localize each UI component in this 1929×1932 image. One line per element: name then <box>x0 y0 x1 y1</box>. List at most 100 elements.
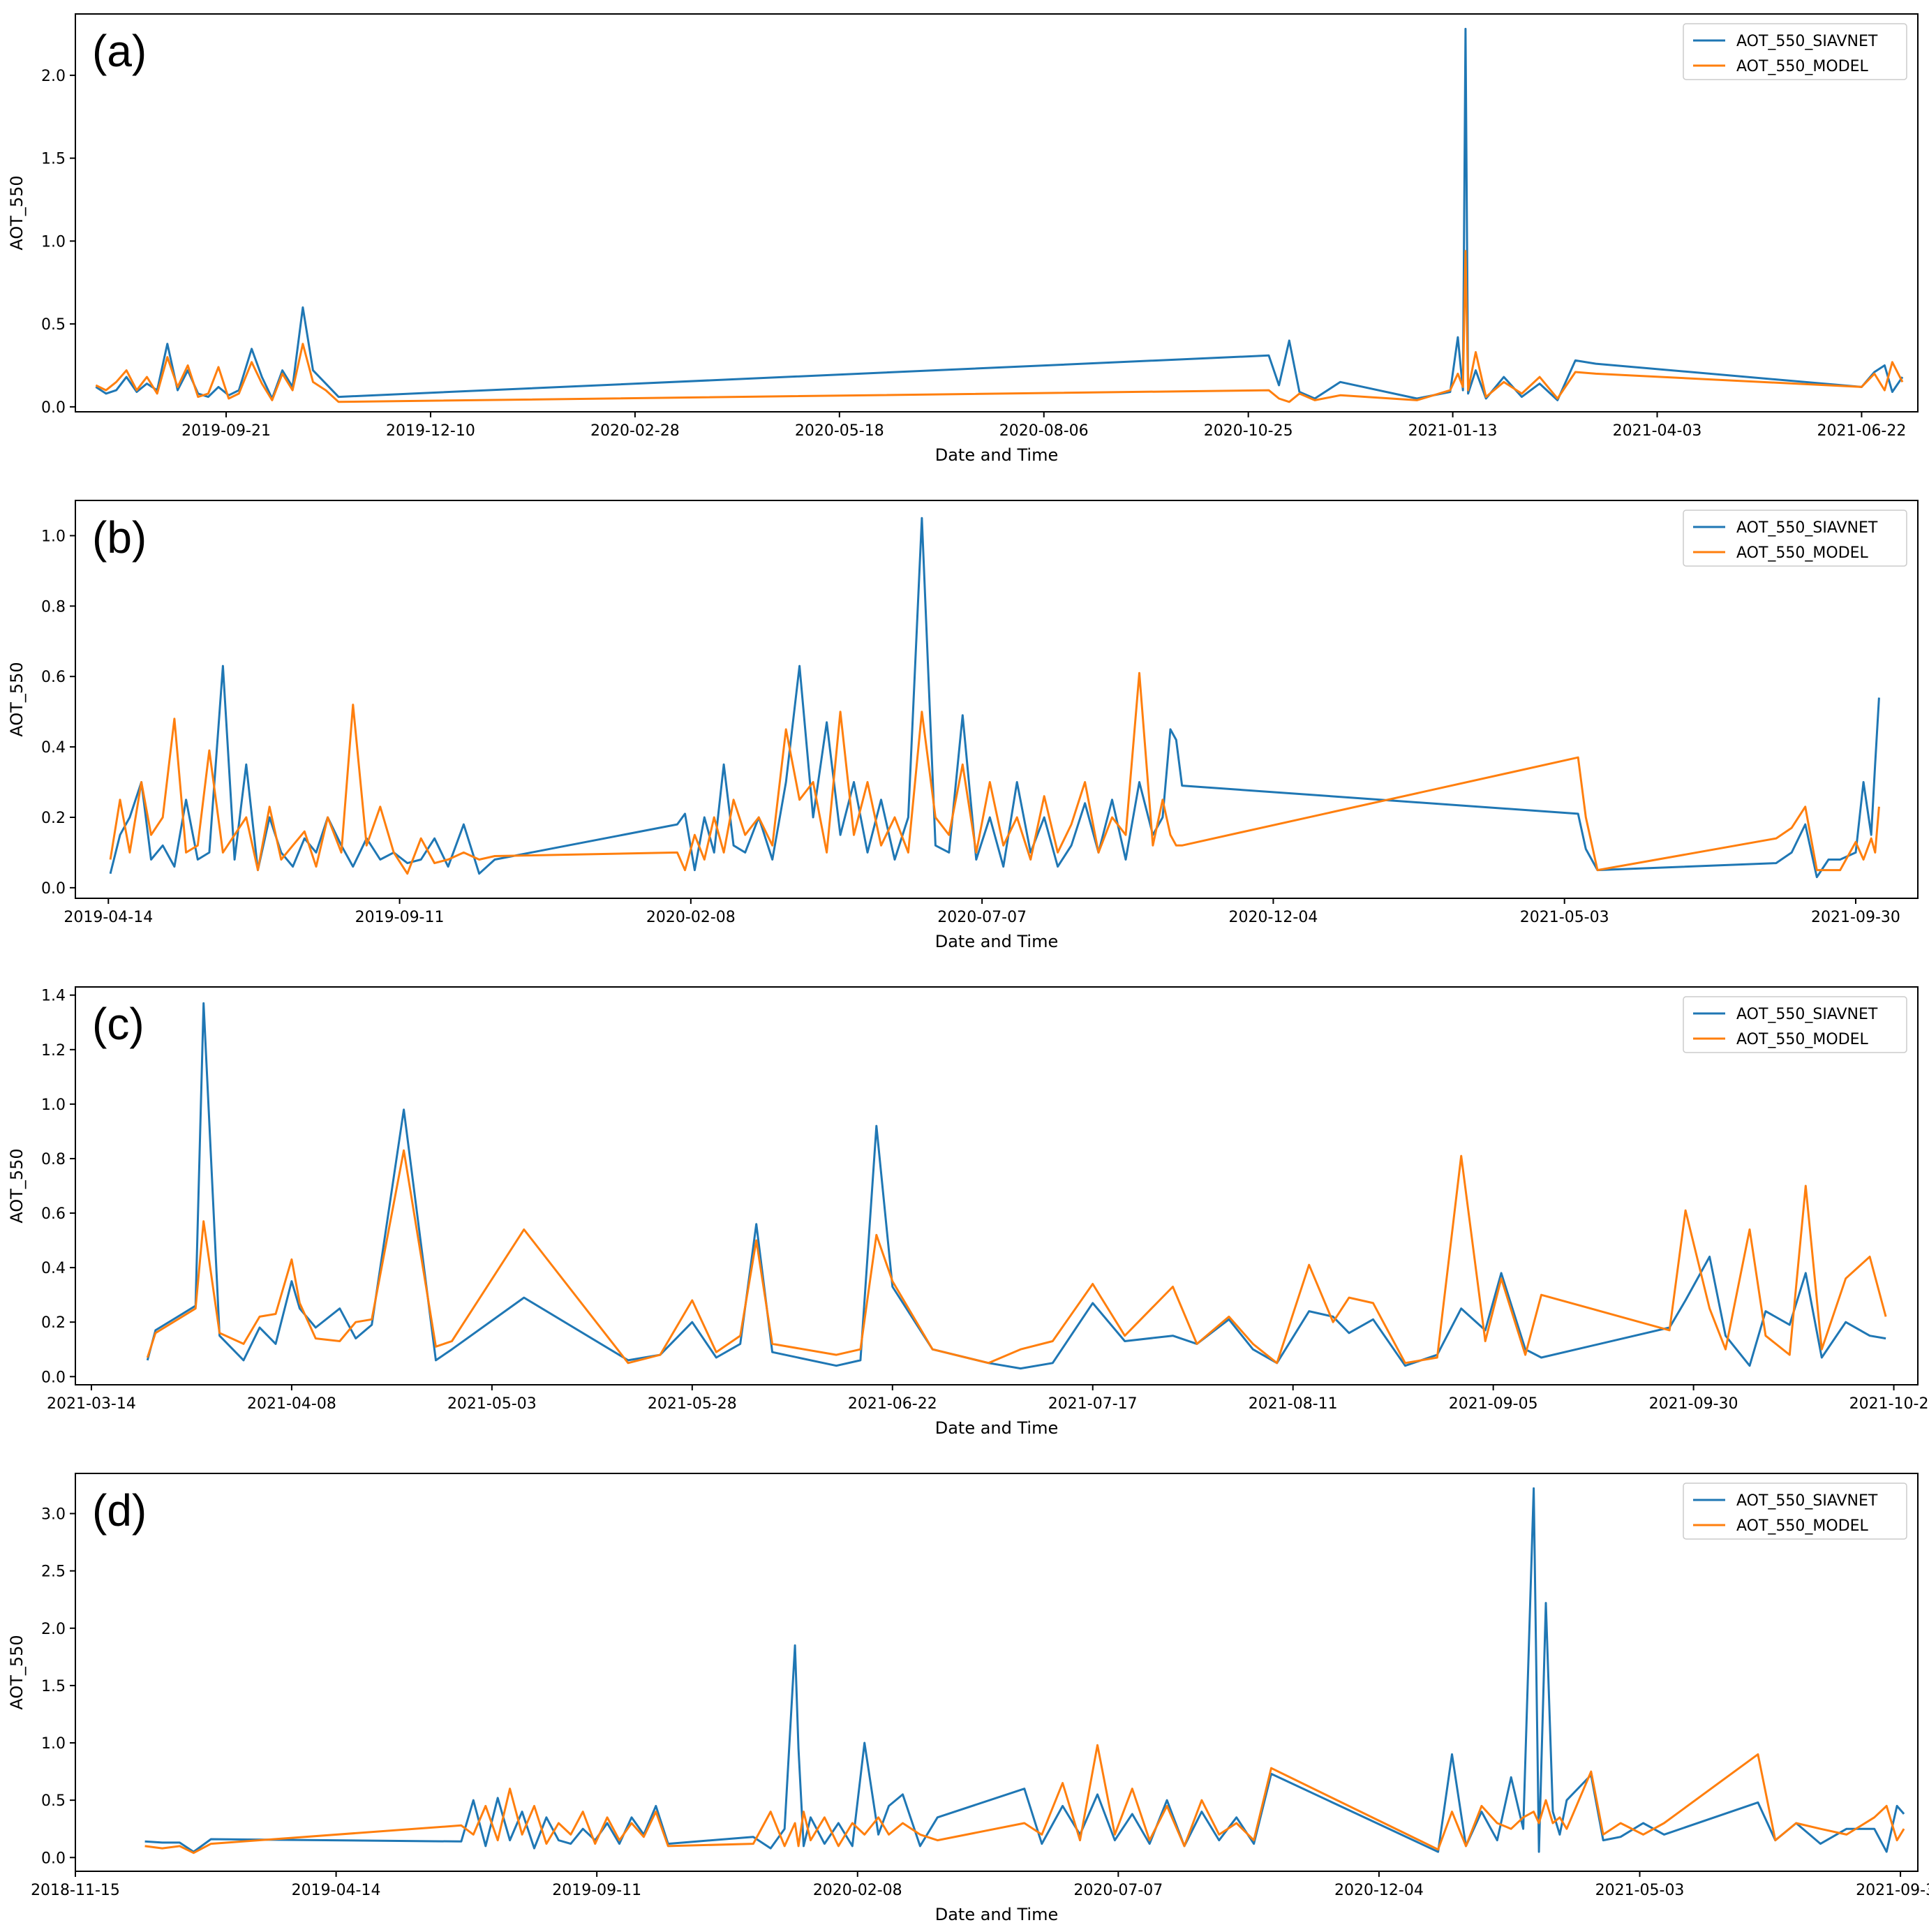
x-tick-label: 2020-02-08 <box>813 1882 902 1899</box>
y-tick-label: 0.0 <box>41 1850 66 1867</box>
legend-box <box>1683 23 1907 80</box>
y-tick-label: 1.4 <box>41 988 66 1005</box>
y-tick-label: 0.0 <box>41 880 66 898</box>
x-tick-label: 2021-01-13 <box>1408 422 1498 440</box>
y-tick-label: 1.0 <box>41 1735 66 1753</box>
series-line-model-a <box>95 250 1904 403</box>
y-tick-label: 0.2 <box>41 1314 66 1332</box>
panel-c: 2021-03-14 2021-04-08 2021-05-03 2021-05-28… <box>7 986 1929 1438</box>
x-tick-label: 2019-09-11 <box>552 1882 641 1899</box>
x-tick-label: 2020-02-28 <box>590 422 680 440</box>
legend-c: AOT_550_SIAVNET AOT_550_MODEL <box>1683 996 1907 1053</box>
x-tick-label: 2021-09-30 <box>1811 909 1900 926</box>
y-tick-label: 2.0 <box>41 1621 66 1638</box>
series-line-model-b <box>109 671 1880 875</box>
y-axis-label: AOT_550 <box>7 175 27 250</box>
legend-label-model: AOT_550_MODEL <box>1736 1031 1869 1048</box>
y-tick-label: 0.5 <box>41 316 66 334</box>
x-tick-label: 2021-05-03 <box>1520 909 1609 926</box>
x-tick-label: 2021-04-08 <box>247 1395 336 1413</box>
y-tick-label: 1.0 <box>41 1097 66 1114</box>
y-tick-label: 0.8 <box>41 598 66 616</box>
y-axis-label: AOT_550 <box>7 662 27 736</box>
x-axis-label: Date and Time <box>935 932 1059 951</box>
series-line-siavnet-a <box>95 27 1904 401</box>
x-tick-label: 2020-05-18 <box>795 422 884 440</box>
y-tick-label: 0.2 <box>41 810 66 827</box>
y-tick-label: 3.0 <box>41 1506 66 1523</box>
x-axis-label: Date and Time <box>935 1905 1059 1924</box>
x-axis-label: Date and Time <box>935 1418 1059 1438</box>
legend-d: AOT_550_SIAVNET AOT_550_MODEL <box>1683 1483 1907 1540</box>
panel-label: (c) <box>92 999 144 1049</box>
x-tick-label: 2019-04-14 <box>292 1882 381 1899</box>
x-tick-label: 2018-11-15 <box>31 1882 120 1899</box>
y-axis-label: AOT_550 <box>7 1148 27 1223</box>
legend-label-siavnet: AOT_550_SIAVNET <box>1736 33 1878 50</box>
legend-box <box>1683 1483 1907 1540</box>
panel-d: 2018-11-15 2019-04-14 2019-09-11 2020-02-08… <box>7 1473 1929 1924</box>
panel-label: (a) <box>92 26 147 76</box>
legend-label-model: AOT_550_MODEL <box>1736 58 1869 75</box>
axes-frame-b <box>75 500 1919 899</box>
x-tick-label: 2019-09-11 <box>355 909 445 926</box>
y-tick-label: 0.5 <box>41 1792 66 1810</box>
x-tick-label: 2020-10-25 <box>1204 422 1293 440</box>
x-tick-label: 2021-09-05 <box>1449 1395 1538 1413</box>
panel-b: 2019-04-14 2019-09-11 2020-02-08 2020-07-07… <box>7 500 1919 951</box>
axes-frame-c <box>75 986 1919 1385</box>
legend-label-model: AOT_550_MODEL <box>1736 544 1869 562</box>
panel-label: (d) <box>92 1485 147 1536</box>
y-tick-label: 1.5 <box>41 151 66 168</box>
series-line-model-c <box>146 1149 1887 1365</box>
x-tick-label: 2020-12-04 <box>1334 1882 1424 1899</box>
series-line-model-d <box>144 1744 1905 1855</box>
legend-box <box>1683 510 1907 567</box>
x-tick-label: 2019-09-21 <box>181 422 271 440</box>
x-tick-label: 2021-07-17 <box>1048 1395 1138 1413</box>
x-tick-label: 2020-07-07 <box>1073 1882 1163 1899</box>
y-tick-label: 0.0 <box>41 399 66 417</box>
y-tick-label: 2.0 <box>41 68 66 85</box>
y-tick-label: 1.0 <box>41 233 66 251</box>
y-tick-label: 0.0 <box>41 1369 66 1386</box>
legend-label-siavnet: AOT_550_SIAVNET <box>1736 1006 1878 1023</box>
x-tick-label: 2021-09-30 <box>1856 1882 1929 1899</box>
y-tick-label: 0.8 <box>41 1151 66 1168</box>
x-tick-label: 2021-05-28 <box>648 1395 737 1413</box>
y-tick-label: 0.6 <box>41 669 66 686</box>
y-tick-label: 1.0 <box>41 528 66 545</box>
series-line-siavnet-c <box>146 1002 1886 1370</box>
x-tick-label: 2021-08-11 <box>1249 1395 1338 1413</box>
axes-frame-d <box>75 1473 1919 1872</box>
y-tick-label: 2.5 <box>41 1563 66 1581</box>
y-tick-label: 0.4 <box>41 739 66 757</box>
legend-label-siavnet: AOT_550_SIAVNET <box>1736 519 1878 537</box>
legend-label-siavnet: AOT_550_SIAVNET <box>1736 1492 1878 1510</box>
x-tick-label: 2021-03-14 <box>47 1395 136 1413</box>
x-axis-label: Date and Time <box>935 445 1059 465</box>
y-tick-label: 0.4 <box>41 1260 66 1277</box>
axes-frame-a <box>75 13 1919 413</box>
x-tick-label: 2021-05-03 <box>447 1395 537 1413</box>
panel-label: (b) <box>92 512 147 563</box>
y-tick-label: 1.5 <box>41 1678 66 1695</box>
legend-box <box>1683 996 1907 1053</box>
panel-a: 2019-09-21 2019-12-10 2020-02-28 2020-05-18… <box>7 13 1919 465</box>
x-tick-label: 2020-07-07 <box>937 909 1027 926</box>
x-tick-label: 2020-02-08 <box>646 909 736 926</box>
x-tick-label: 2021-04-03 <box>1613 422 1702 440</box>
legend-b: AOT_550_SIAVNET AOT_550_MODEL <box>1683 510 1907 567</box>
x-tick-label: 2021-06-22 <box>1817 422 1907 440</box>
series-line-siavnet-d <box>144 1487 1905 1853</box>
legend-a: AOT_550_SIAVNET AOT_550_MODEL <box>1683 23 1907 80</box>
y-tick-label: 0.6 <box>41 1205 66 1223</box>
x-tick-label: 2021-05-03 <box>1595 1882 1685 1899</box>
x-tick-label: 2019-04-14 <box>64 909 153 926</box>
x-tick-label: 2020-12-04 <box>1228 909 1318 926</box>
x-tick-label: 2021-06-22 <box>848 1395 937 1413</box>
x-tick-label: 2021-09-30 <box>1649 1395 1738 1413</box>
x-tick-label: 2021-10-25 <box>1849 1395 1929 1413</box>
